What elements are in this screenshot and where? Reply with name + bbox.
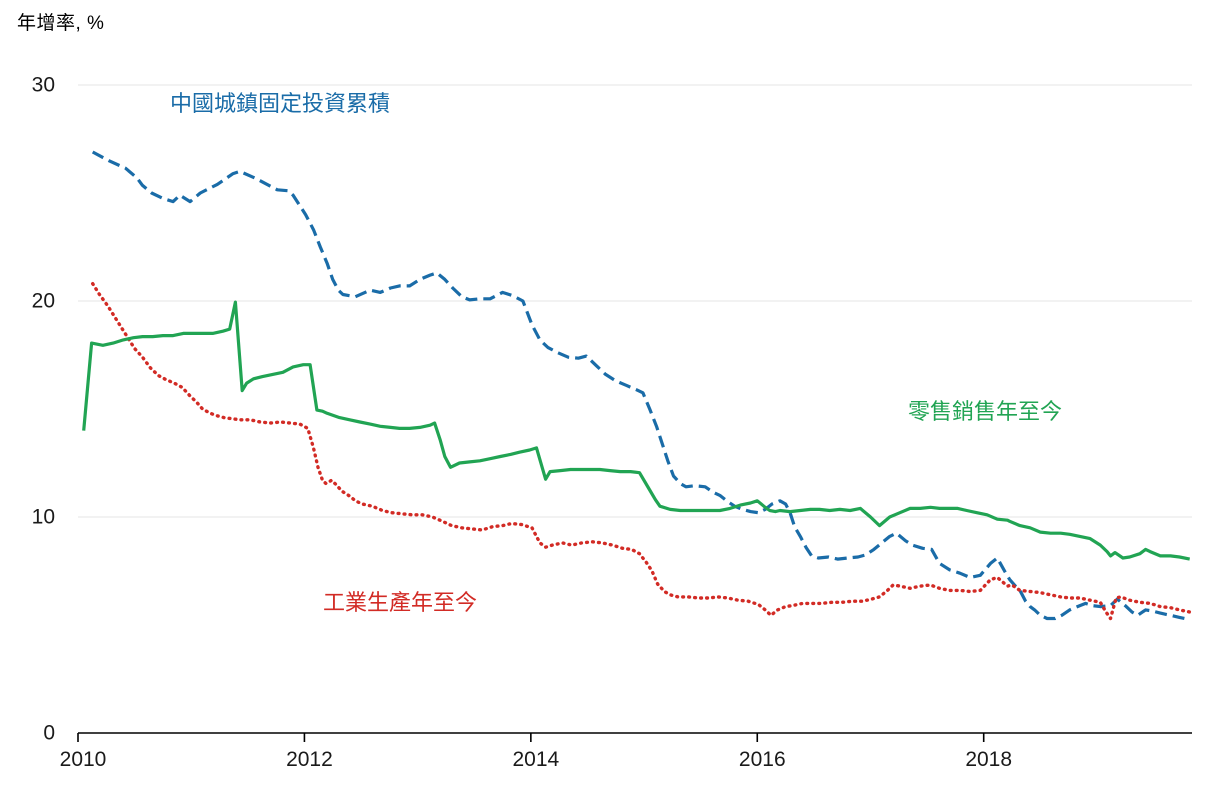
y-tick-label-20: 20 xyxy=(32,290,55,313)
y-tick-label-0: 0 xyxy=(43,722,55,745)
x-tick-label-2010: 2010 xyxy=(60,748,107,771)
series-label-retail-sales-ytd: 零售銷售年至今 xyxy=(908,399,1063,424)
series-label-china-urban-fixed-investment: 中國城鎮固定投資累積 xyxy=(170,91,391,116)
series-line-industrial-production-ytd xyxy=(90,282,1192,621)
y-tick-label-10: 10 xyxy=(32,506,55,529)
series-line-china-urban-fixed-investment-cumulative xyxy=(91,150,1191,622)
x-tick-label-2014: 2014 xyxy=(512,748,559,771)
x-tick-label-2018: 2018 xyxy=(965,748,1012,771)
x-tick-label-2012: 2012 xyxy=(286,748,333,771)
series-label-industrial-production-ytd: 工業生產年至今 xyxy=(323,590,478,615)
series-line-retail-sales-ytd xyxy=(82,300,1191,561)
y-axis-title: 年增率, % xyxy=(17,13,105,34)
x-tick-label-2016: 2016 xyxy=(739,748,786,771)
y-tick-label-30: 30 xyxy=(32,74,55,97)
